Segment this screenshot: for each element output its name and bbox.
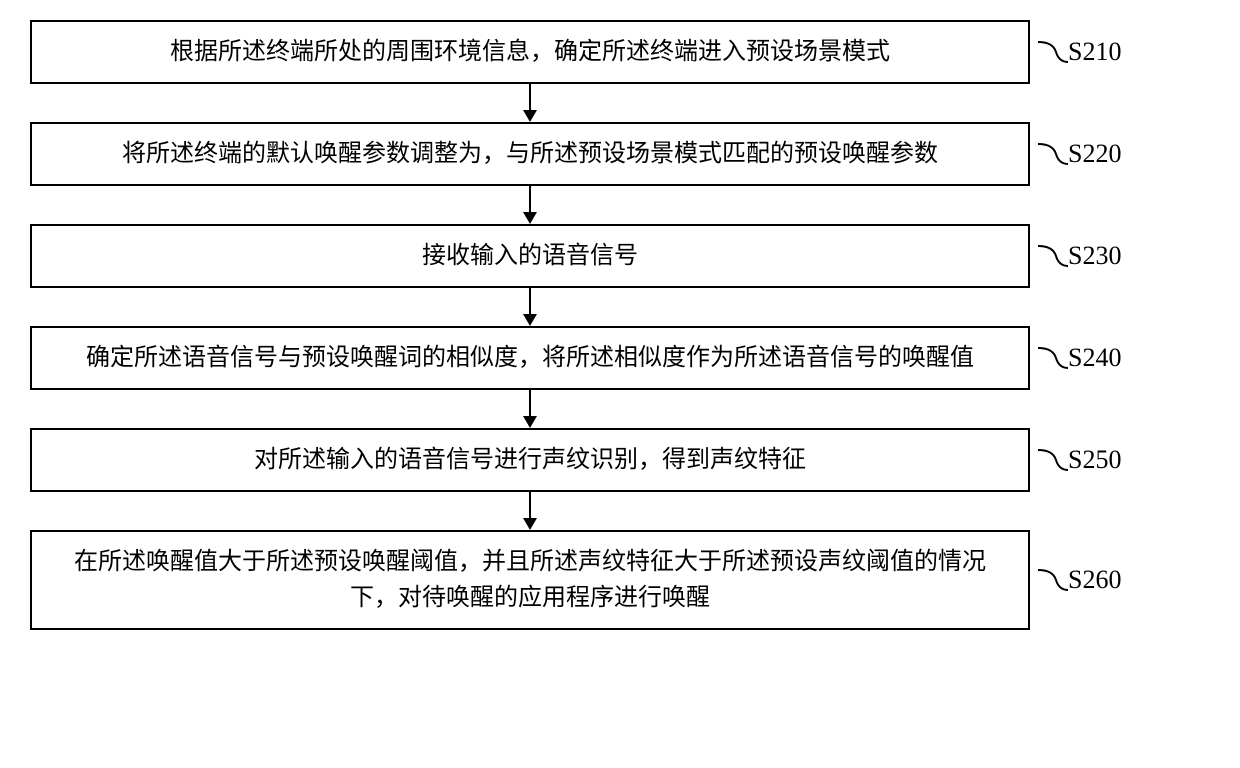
step-row: 根据所述终端所处的周围环境信息，确定所述终端进入预设场景模式 S210 <box>30 20 1210 84</box>
step-box-s250: 对所述输入的语音信号进行声纹识别，得到声纹特征 <box>30 428 1030 492</box>
label-text: S210 <box>1068 37 1121 66</box>
arrow-down-icon <box>30 390 1030 428</box>
arrow-down-icon <box>30 288 1030 326</box>
arrow-down-icon <box>30 492 1030 530</box>
step-row: 在所述唤醒值大于所述预设唤醒阈值，并且所述声纹特征大于所述预设声纹阈值的情况下，… <box>30 530 1210 630</box>
step-label-s260: S260 <box>1068 565 1121 595</box>
flowchart-container: 根据所述终端所处的周围环境信息，确定所述终端进入预设场景模式 S210 将所述终… <box>30 20 1210 630</box>
step-text: 将所述终端的默认唤醒参数调整为，与所述预设场景模式匹配的预设唤醒参数 <box>122 141 938 167</box>
step-label-s230: S230 <box>1068 241 1121 271</box>
label-text: S250 <box>1068 445 1121 474</box>
step-label-s250: S250 <box>1068 445 1121 475</box>
step-label-s240: S240 <box>1068 343 1121 373</box>
curve-connector-icon <box>1038 236 1068 276</box>
label-text: S220 <box>1068 139 1121 168</box>
step-text: 接收输入的语音信号 <box>422 243 638 269</box>
label-text: S260 <box>1068 565 1121 594</box>
curve-connector-icon <box>1038 134 1068 174</box>
step-text: 在所述唤醒值大于所述预设唤醒阈值，并且所述声纹特征大于所述预设声纹阈值的情况下，… <box>74 549 986 611</box>
curve-connector-icon <box>1038 32 1068 72</box>
step-label-s220: S220 <box>1068 139 1121 169</box>
step-box-s210: 根据所述终端所处的周围环境信息，确定所述终端进入预设场景模式 <box>30 20 1030 84</box>
curve-connector-icon <box>1038 440 1068 480</box>
step-text: 根据所述终端所处的周围环境信息，确定所述终端进入预设场景模式 <box>170 39 890 65</box>
curve-connector-icon <box>1038 338 1068 378</box>
label-text: S240 <box>1068 343 1121 372</box>
step-label-s210: S210 <box>1068 37 1121 67</box>
step-row: 将所述终端的默认唤醒参数调整为，与所述预设场景模式匹配的预设唤醒参数 S220 <box>30 122 1210 186</box>
step-box-s240: 确定所述语音信号与预设唤醒词的相似度，将所述相似度作为所述语音信号的唤醒值 <box>30 326 1030 390</box>
step-row: 接收输入的语音信号 S230 <box>30 224 1210 288</box>
step-text: 对所述输入的语音信号进行声纹识别，得到声纹特征 <box>254 447 806 473</box>
arrow-down-icon <box>30 186 1030 224</box>
curve-connector-icon <box>1038 560 1068 600</box>
label-text: S230 <box>1068 241 1121 270</box>
step-text: 确定所述语音信号与预设唤醒词的相似度，将所述相似度作为所述语音信号的唤醒值 <box>86 345 974 371</box>
step-box-s260: 在所述唤醒值大于所述预设唤醒阈值，并且所述声纹特征大于所述预设声纹阈值的情况下，… <box>30 530 1030 630</box>
step-box-s220: 将所述终端的默认唤醒参数调整为，与所述预设场景模式匹配的预设唤醒参数 <box>30 122 1030 186</box>
arrow-down-icon <box>30 84 1030 122</box>
step-row: 对所述输入的语音信号进行声纹识别，得到声纹特征 S250 <box>30 428 1210 492</box>
step-box-s230: 接收输入的语音信号 <box>30 224 1030 288</box>
step-row: 确定所述语音信号与预设唤醒词的相似度，将所述相似度作为所述语音信号的唤醒值 S2… <box>30 326 1210 390</box>
